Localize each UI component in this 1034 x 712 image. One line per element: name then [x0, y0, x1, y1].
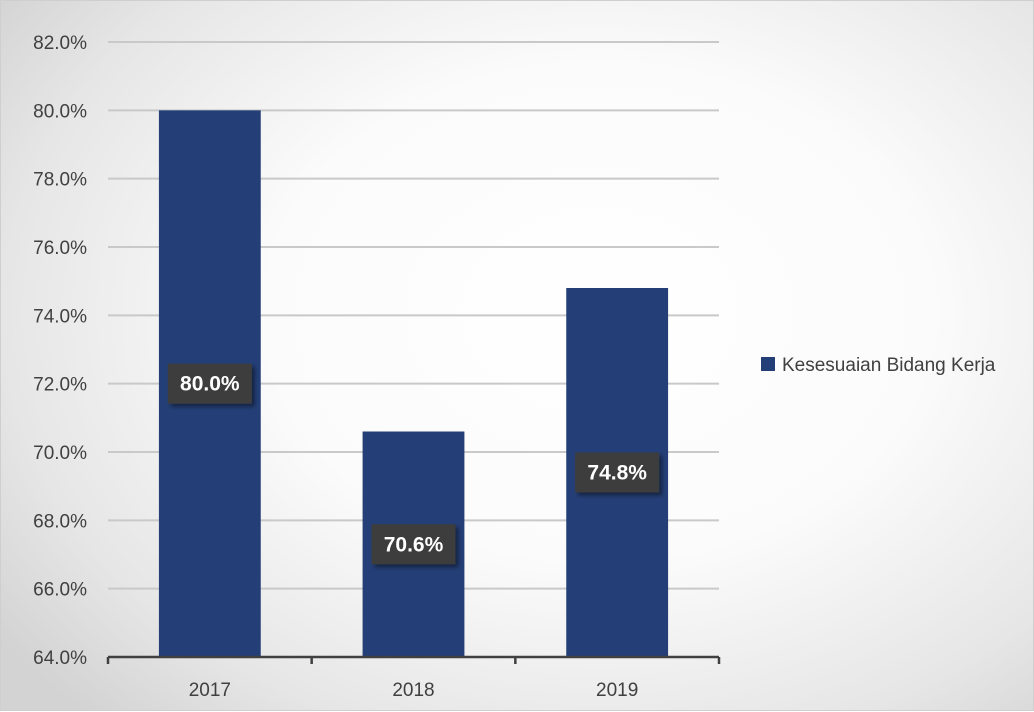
x-axis-tick-labels: 2017 2018 2019 [189, 680, 639, 701]
data-label-text: 80.0% [180, 373, 240, 396]
data-labels: 80.0% 70.6% 74.8% [167, 363, 660, 565]
data-label-box [575, 452, 660, 493]
data-label-box [371, 524, 456, 565]
y-tick-label: 78.0% [33, 170, 87, 191]
data-label: 80.0% [167, 363, 252, 404]
y-tick-label: 66.0% [33, 580, 87, 601]
y-axis-tick-labels: 64.0% 66.0% 68.0% 70.0% 72.0% 74.0% 76.0% 78.0%… [33, 33, 87, 669]
data-label-text: 70.6% [384, 533, 444, 556]
legend: Kesesuaian Bidang Kerja [761, 355, 996, 376]
data-label-box [167, 363, 252, 404]
x-tick-label: 2017 [189, 680, 231, 701]
y-tick-label: 80.0% [33, 101, 87, 122]
x-axis [106, 655, 721, 664]
data-label-text: 74.8% [587, 462, 647, 485]
y-tick-label: 70.0% [33, 443, 87, 464]
legend-label: Kesesuaian Bidang Kerja [782, 355, 996, 376]
y-tick-label: 72.0% [33, 375, 87, 396]
y-tick-label: 64.0% [33, 648, 87, 669]
x-tick-label: 2018 [392, 680, 434, 701]
data-label: 74.8% [575, 452, 660, 493]
x-tick-label: 2019 [596, 680, 638, 701]
legend-swatch [761, 357, 775, 371]
y-tick-label: 74.0% [33, 306, 87, 327]
y-tick-label: 82.0% [33, 33, 87, 54]
data-label: 70.6% [371, 524, 456, 565]
y-tick-label: 68.0% [33, 511, 87, 532]
y-tick-label: 76.0% [33, 238, 87, 259]
